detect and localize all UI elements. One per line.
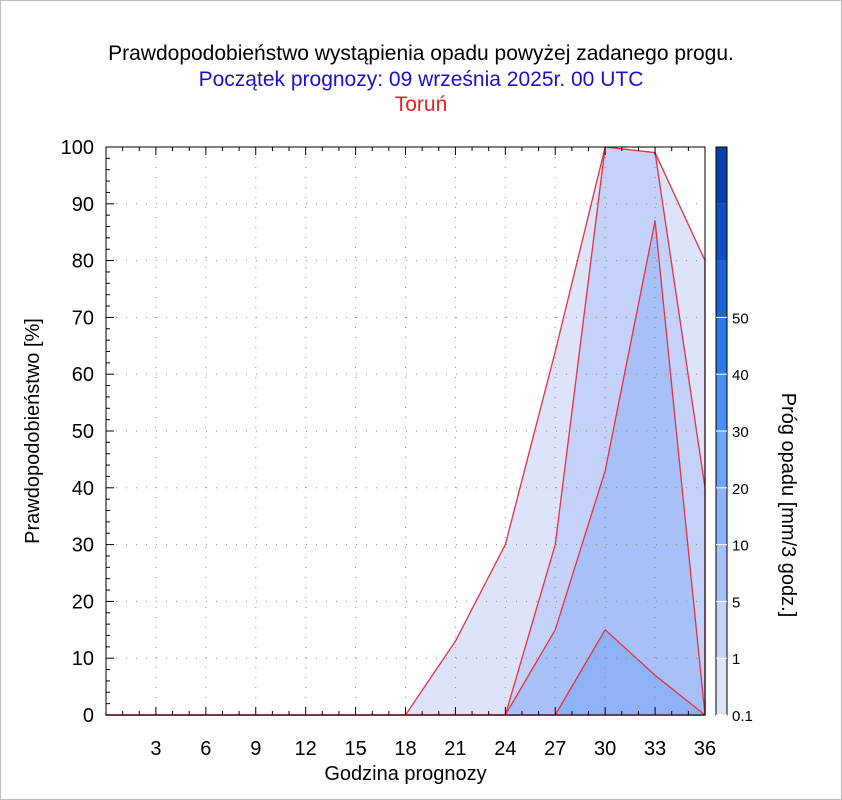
chart-title: Prawdopodobieństwo wystąpienia opadu pow… [108,42,734,65]
colorbar-label: Próg opadu [mm/3 godz.] [777,393,799,618]
colorbar-tick-label: 50 [732,310,749,327]
y-tick-label: 90 [72,194,94,216]
x-tick-label: 12 [295,738,317,760]
axes-layer [105,146,706,716]
y-tick-label: 30 [72,535,94,557]
colorbar-tick-label: 1 [732,651,740,668]
x-tick-label: 27 [544,738,566,760]
x-tick-label: 33 [644,738,666,760]
colorbar-segment [716,374,727,431]
y-tick-label: 80 [72,251,94,273]
colorbar-segment [716,658,727,715]
y-tick-label: 0 [83,705,94,727]
location-label: Toruń [394,93,448,116]
x-tick-label: 21 [444,738,466,760]
y-axis-label: Prawdopodobieństwo [%] [22,318,44,544]
colorbar-tick-label: 0.1 [732,708,753,725]
colorbar-tick-label: 5 [732,594,740,611]
x-axis-label: Godzina prognozy [324,763,486,785]
area-layer [105,146,706,716]
colorbar-segment [716,487,727,545]
y-tick-label: 10 [72,648,94,670]
colorbar-layer [715,146,728,716]
chart-subtitle: Początek prognozy: 09 września 2025r. 00… [198,68,644,91]
colorbar-segment [716,147,727,204]
y-tick-label: 40 [72,478,94,500]
colorbar-tick-label: 20 [732,481,749,498]
colorbar-tick-label: 10 [732,538,749,555]
colorbar-segment [716,317,727,375]
colorbar-segment [716,544,727,602]
x-tick-label: 15 [344,738,366,760]
x-tick-label: 18 [394,738,416,760]
colorbar-segment [716,203,727,261]
colorbar-segment [716,260,727,318]
x-tick-label: 30 [594,738,616,760]
colorbar-segment [716,601,727,659]
x-tick-label: 24 [494,738,516,760]
x-tick-label: 6 [200,738,211,760]
colorbar-segment [716,431,727,488]
colorbar-tick-label: 30 [732,424,749,441]
x-tick-label: 3 [150,738,161,760]
y-tick-label: 60 [72,364,94,386]
y-tick-label: 20 [72,591,94,613]
y-tick-label: 100 [61,137,94,159]
label-layer: 3 6 9 12 15 18 21 24 27 30 33 360102030405060708090… [22,137,799,785]
x-tick-label: 9 [250,738,261,760]
x-tick-label: 36 [694,738,716,760]
colorbar-tick-label: 40 [732,367,749,384]
y-tick-label: 50 [72,421,94,443]
y-tick-label: 70 [72,307,94,329]
